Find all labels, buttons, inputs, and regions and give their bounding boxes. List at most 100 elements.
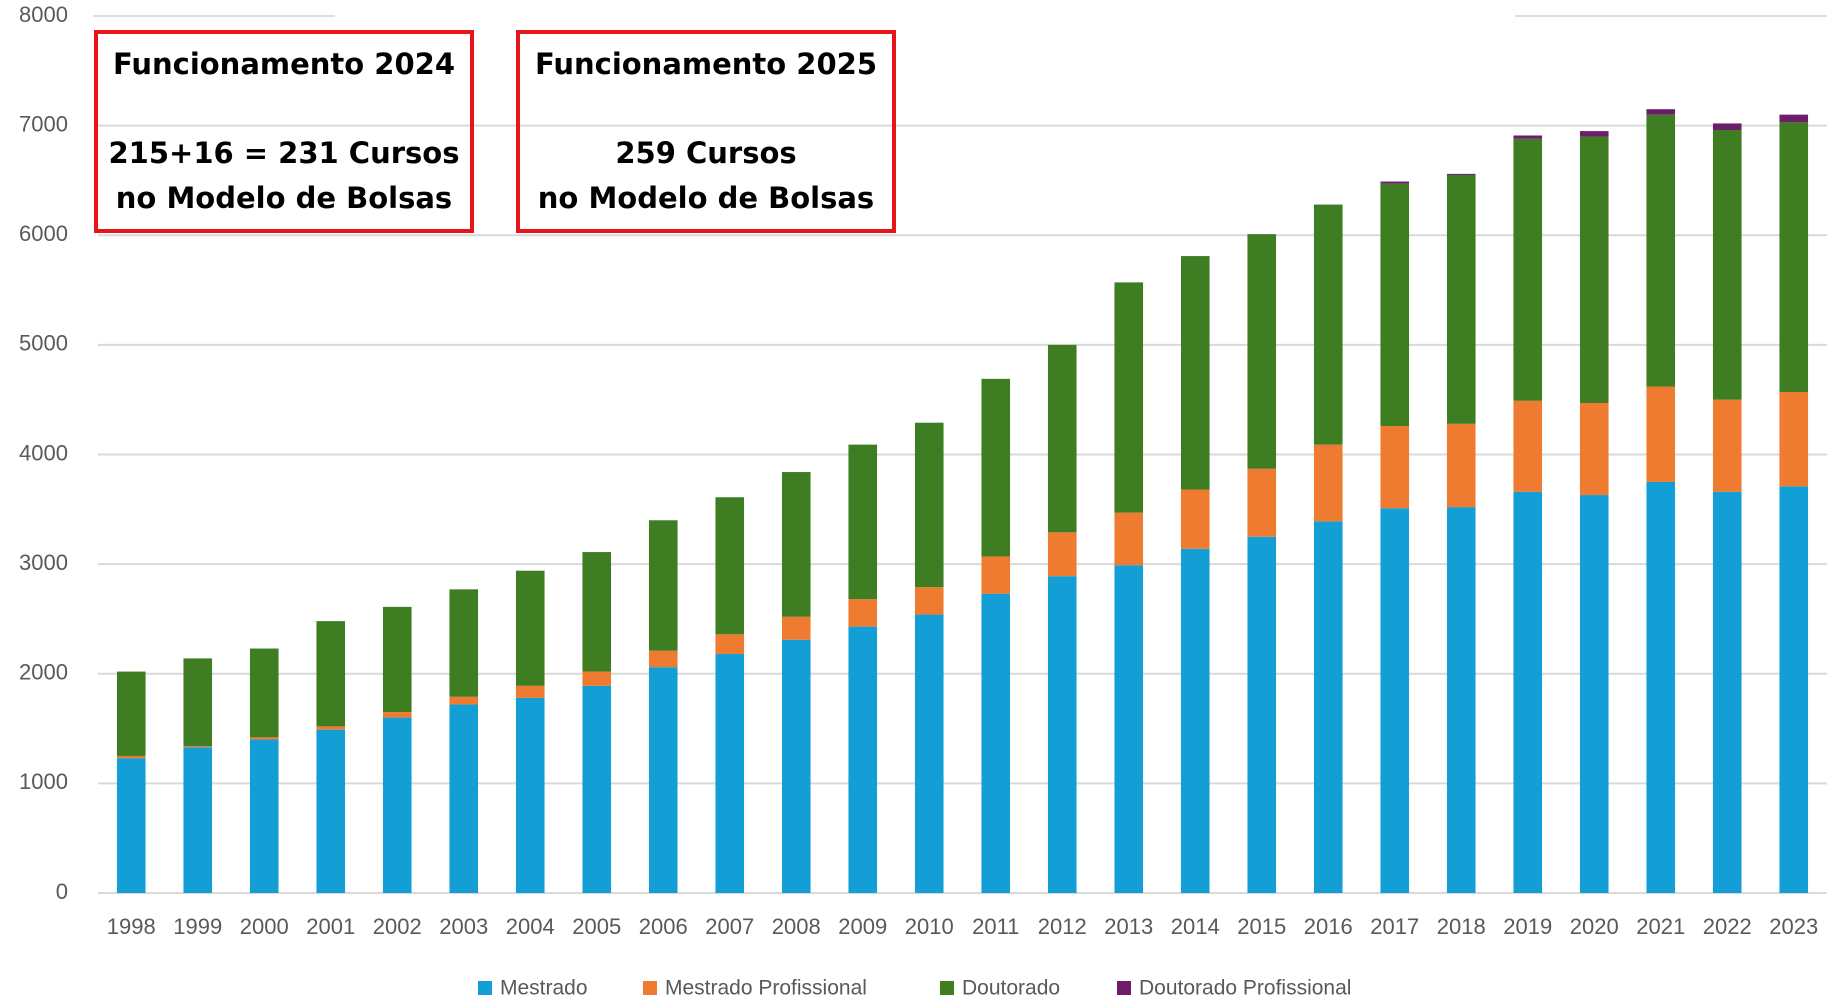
bar-segment <box>715 634 745 655</box>
annotation-box <box>94 30 474 233</box>
bar-segment <box>582 685 612 893</box>
bar-segment <box>1779 114 1809 123</box>
bar-segment <box>1380 183 1410 426</box>
bar-segment <box>848 599 878 627</box>
bar-segment <box>1313 204 1343 445</box>
bar-segment <box>382 717 412 893</box>
legend-label: Doutorado Profissional <box>1139 977 1351 999</box>
bar-segment <box>648 667 678 893</box>
bar-segment <box>981 378 1011 557</box>
legend-label: Doutorado <box>962 977 1060 999</box>
bar-segment <box>981 556 1011 594</box>
x-tick-label: 2002 <box>373 914 422 939</box>
bar-segment <box>1380 181 1410 184</box>
annotation-text: no Modelo de Bolsas <box>116 181 452 215</box>
x-tick-label: 2014 <box>1171 914 1220 939</box>
x-tick-label: 2004 <box>506 914 555 939</box>
bar-segment <box>116 758 146 893</box>
x-tick-label: 2022 <box>1703 914 1752 939</box>
bar-segment <box>781 639 811 893</box>
bar-segment <box>1513 491 1543 893</box>
x-tick-label: 2023 <box>1769 914 1818 939</box>
bar-segment <box>582 671 612 686</box>
x-tick-label: 2013 <box>1104 914 1153 939</box>
y-tick-label: 7000 <box>19 111 68 136</box>
bar-segment <box>1380 425 1410 509</box>
bar-segment <box>1380 508 1410 893</box>
bar-segment <box>648 650 678 668</box>
bar-segment <box>1180 548 1210 893</box>
bar-segment <box>1646 481 1676 893</box>
bar-segment <box>1047 576 1077 893</box>
bar-segment <box>183 747 213 893</box>
x-tick-label: 2017 <box>1370 914 1419 939</box>
y-tick-label: 3000 <box>19 550 68 575</box>
bar-segment <box>1446 174 1476 424</box>
x-tick-label: 1998 <box>107 914 156 939</box>
bar-segment <box>1712 130 1742 400</box>
bar-segment <box>914 422 944 588</box>
x-tick-label: 2007 <box>705 914 754 939</box>
annotation-box <box>516 30 896 233</box>
bar-segment <box>1180 256 1210 490</box>
bar-segment <box>1712 399 1742 492</box>
legend-swatch <box>478 981 492 995</box>
x-tick-label: 2000 <box>240 914 289 939</box>
bar-segment <box>1247 536 1277 893</box>
bar-segment <box>914 587 944 615</box>
y-tick-label: 1000 <box>19 769 68 794</box>
x-tick-label: 2010 <box>905 914 954 939</box>
bar-segment <box>1646 114 1676 387</box>
bar-segment <box>249 648 279 738</box>
bar-segment <box>1646 109 1676 115</box>
bar-segment <box>848 626 878 893</box>
x-tick-label: 2021 <box>1636 914 1685 939</box>
bar-segment <box>781 616 811 640</box>
bar-segment <box>1047 344 1077 533</box>
bar-segment <box>1313 521 1343 893</box>
bar-segment <box>1180 489 1210 549</box>
bar-segment <box>648 520 678 651</box>
bar-segment <box>1646 386 1676 482</box>
bar-segment <box>1114 565 1144 893</box>
bar-segment <box>1513 400 1543 492</box>
bar-segment <box>1579 136 1609 403</box>
bar-segment <box>183 658 213 747</box>
x-tick-label: 2016 <box>1304 914 1353 939</box>
bar-segment <box>249 739 279 893</box>
legend-swatch <box>940 981 954 995</box>
bar-segment <box>1247 234 1277 469</box>
bar-segment <box>848 444 878 600</box>
bar-segment <box>781 472 811 617</box>
x-tick-label: 2018 <box>1437 914 1486 939</box>
bar-segment <box>183 746 213 748</box>
annotation-text: 259 Cursos <box>615 136 796 170</box>
bar-segment <box>449 704 479 893</box>
bar-segment <box>1779 392 1809 487</box>
x-tick-label: 2019 <box>1503 914 1552 939</box>
bar-segment <box>116 755 146 759</box>
y-tick-label: 8000 <box>19 2 68 27</box>
x-tick-label: 2006 <box>639 914 688 939</box>
bar-segment <box>1446 507 1476 893</box>
bar-segment <box>981 593 1011 893</box>
bar-segment <box>515 570 545 686</box>
bar-segment <box>382 712 412 718</box>
bar-segment <box>1579 131 1609 137</box>
y-tick-label: 5000 <box>19 331 68 356</box>
x-tick-label: 2020 <box>1570 914 1619 939</box>
bar-segment <box>1114 512 1144 566</box>
bar-segment <box>914 614 944 893</box>
x-tick-label: 2012 <box>1038 914 1087 939</box>
bar-segment <box>1513 138 1543 401</box>
legend-label: Mestrado Profissional <box>665 977 867 999</box>
y-tick-label: 2000 <box>19 660 68 685</box>
x-tick-label: 2011 <box>972 914 1019 939</box>
bar-segment <box>449 589 479 697</box>
bar-segment <box>1313 444 1343 522</box>
bar-segment <box>316 621 346 727</box>
bar-segment <box>715 497 745 635</box>
bar-segment <box>1712 123 1742 131</box>
bar-segment <box>1047 532 1077 577</box>
